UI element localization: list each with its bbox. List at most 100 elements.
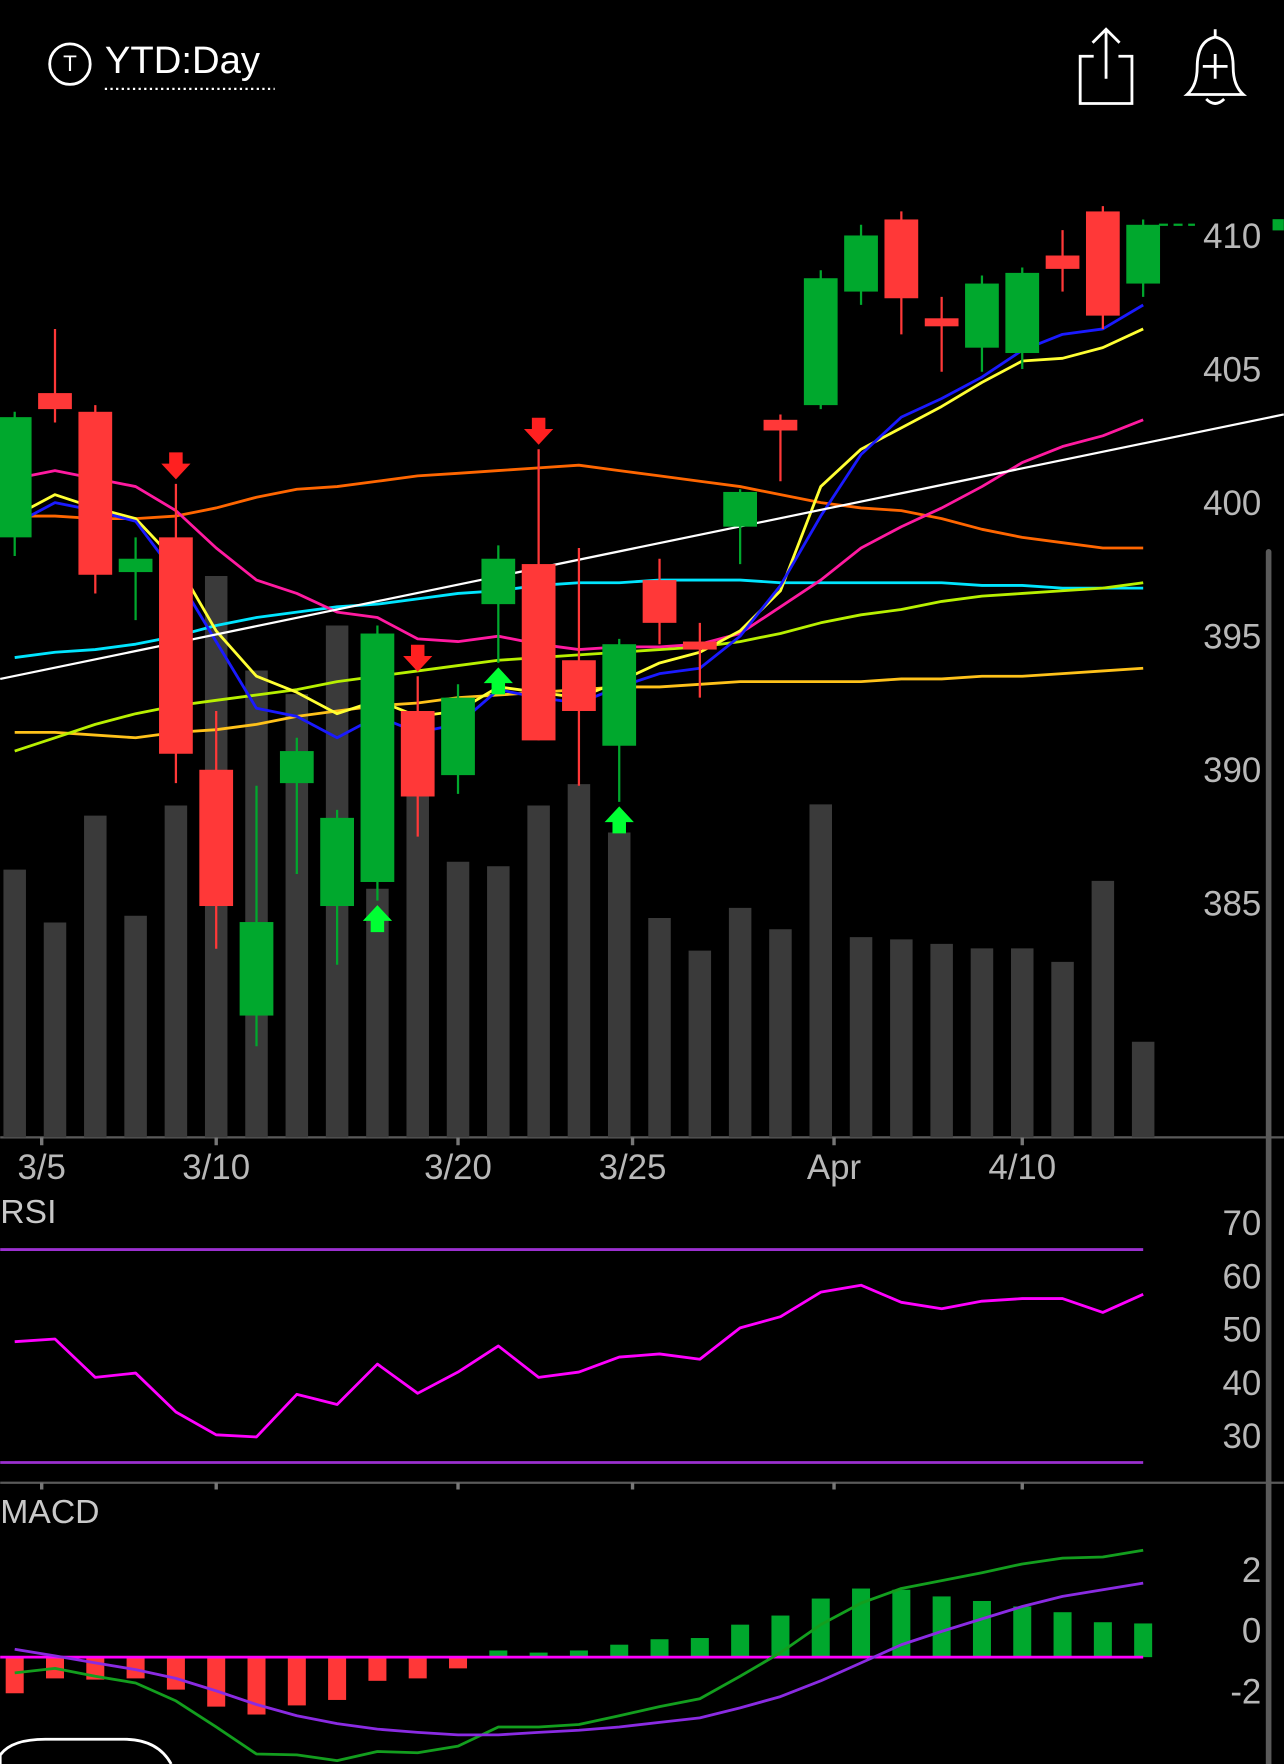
share-button[interactable] [1078, 27, 1134, 105]
y-tick-label: 385 [1203, 885, 1261, 924]
histogram-bar [811, 1598, 830, 1658]
candle-body [199, 769, 234, 907]
candle-body [924, 318, 959, 327]
histogram-bar [5, 1657, 24, 1694]
histogram-bar [529, 1652, 548, 1658]
grid-layer [0, 1136, 1284, 1490]
volume-bar [1131, 1041, 1155, 1138]
volume-bar [43, 922, 67, 1138]
candle-body [1045, 255, 1080, 269]
symbol-icon-letter: T [63, 51, 77, 76]
moving-average-line [14, 463, 1144, 550]
sell-signal [523, 417, 554, 445]
candle-body [562, 660, 596, 712]
y-tick-label: 410 [1203, 217, 1261, 256]
candle-body [78, 411, 113, 575]
candle-body [441, 697, 475, 776]
histogram-bar [690, 1638, 709, 1658]
macd-line [14, 1581, 1144, 1737]
panel-title: MACD [0, 1493, 99, 1531]
histogram-bar [1093, 1622, 1112, 1658]
symbol-button[interactable]: T YTD:Day [48, 39, 275, 90]
volume-bar [124, 915, 147, 1138]
y-tick-label: -2 [1230, 1672, 1261, 1711]
candle-body [239, 922, 274, 1016]
histogram-bar [569, 1650, 588, 1658]
rsi-line [14, 1283, 1144, 1439]
y-tick-label: 50 [1223, 1311, 1262, 1350]
x-tick-label: 3/20 [424, 1148, 492, 1187]
candle-body [521, 564, 556, 741]
histogram-bar [731, 1624, 750, 1658]
volume-bar [648, 918, 671, 1138]
bell-icon [1183, 35, 1248, 96]
bell-plus [1202, 29, 1228, 105]
volume-bar [285, 694, 309, 1138]
candle-body [0, 417, 32, 538]
macd-line [14, 1548, 1144, 1763]
y-tick-label: 2 [1242, 1551, 1261, 1590]
y-tick-label: 70 [1223, 1204, 1262, 1243]
histogram-bar [328, 1657, 347, 1700]
candle-body [602, 644, 637, 746]
volume-bar [1011, 948, 1034, 1138]
y-tick-label: 395 [1203, 618, 1261, 657]
symbol-icon [48, 42, 92, 86]
volume-bar [930, 943, 953, 1138]
histogram-bar [852, 1588, 871, 1658]
candle-body [1126, 224, 1161, 284]
volume-bar [769, 929, 792, 1138]
plot-layer [0, 206, 1284, 1763]
histogram-bar [166, 1657, 185, 1690]
candle-body [118, 558, 153, 573]
candle-body [481, 558, 516, 605]
histogram-bar [972, 1600, 991, 1658]
volume-bar [567, 784, 591, 1138]
y-tick-label: 390 [1203, 751, 1261, 790]
y-tick-label: 40 [1223, 1364, 1262, 1403]
histogram-bar [489, 1650, 508, 1658]
candle-body [844, 235, 878, 292]
volume-bar [607, 832, 631, 1138]
candle-body [763, 419, 798, 431]
candle-body [723, 491, 758, 527]
y-tick-label: 400 [1203, 484, 1261, 523]
panel-title: RSI [0, 1193, 56, 1231]
y-tick-label: 0 [1242, 1612, 1261, 1651]
candle-body [682, 641, 717, 650]
histogram-bar [126, 1657, 145, 1679]
bottom-control[interactable] [0, 1737, 173, 1764]
histogram-bar [247, 1657, 266, 1715]
buy-signal [483, 667, 513, 695]
y-tick-label: 30 [1223, 1417, 1262, 1456]
histogram-bar [207, 1657, 226, 1707]
volume-bar [728, 907, 752, 1138]
volume-bar [688, 950, 712, 1138]
timeframe-title: YTD:Day [105, 39, 261, 82]
candle-body [360, 633, 395, 882]
histogram-bar [1134, 1623, 1153, 1658]
candle-body [965, 283, 999, 348]
candle-body [38, 393, 72, 410]
histogram-bar [610, 1644, 629, 1658]
volume-bar [366, 888, 389, 1138]
candle-body [159, 537, 193, 754]
scrollbar[interactable] [1265, 549, 1272, 1764]
volume-bar [970, 948, 994, 1138]
candle-body [279, 751, 314, 784]
volume-bar [446, 861, 470, 1138]
volume-bar [487, 866, 510, 1138]
candle-body [320, 817, 354, 907]
volume-bar [527, 805, 550, 1138]
histogram-bar [449, 1657, 468, 1669]
candle-body [642, 580, 677, 623]
trend-line [0, 413, 1284, 681]
x-tick-label: 3/10 [182, 1148, 250, 1187]
histogram-bar [408, 1657, 427, 1679]
histogram-bar [771, 1615, 790, 1658]
volume-bar [890, 939, 913, 1138]
alert-button[interactable] [1183, 29, 1248, 105]
